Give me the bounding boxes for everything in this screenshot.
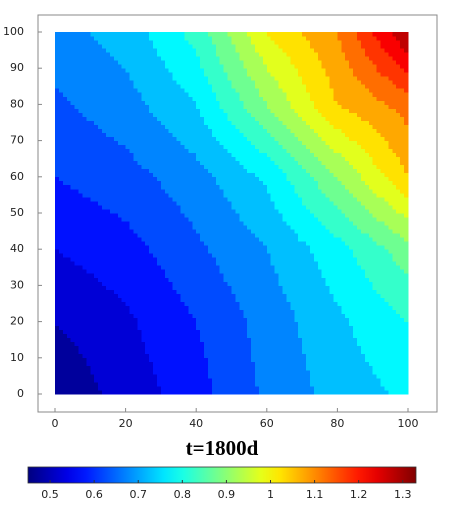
colorbar-tick-label: 0.5 [41,488,59,501]
y-tick-label: 90 [10,61,24,74]
contour-band [55,32,315,395]
contour-band [149,32,409,395]
contour-band [90,32,389,395]
contour-band [55,88,260,395]
contour-band [184,32,409,322]
contour-band [55,325,103,395]
contour-band [357,32,409,93]
colorbar [27,466,417,484]
colorbar-tick-label: 1.2 [350,488,368,501]
contour-band [392,32,409,53]
colorbar-tick-label: 0.6 [85,488,103,501]
x-tick-label: 60 [260,417,274,430]
x-tick-label: 40 [189,417,203,430]
y-tick-label: 20 [10,315,24,328]
x-tick-label: 100 [398,417,419,430]
contour-band [372,32,409,73]
contour-band [266,32,409,198]
colorbar-tick-label: 1 [267,488,274,501]
colorbar-tick-label: 1.3 [394,488,412,501]
contour-band [55,176,213,395]
y-tick-label: 40 [10,242,24,255]
x-tick-label: 80 [330,417,344,430]
y-tick-label: 60 [10,170,24,183]
colorbar-tick-label: 0.9 [218,488,236,501]
contour-fill [55,32,409,395]
y-tick-label: 80 [10,97,24,110]
y-tick-label: 70 [10,134,24,147]
contour-band [247,32,409,218]
y-tick-label: 0 [17,387,24,400]
y-tick-label: 50 [10,206,24,219]
colorbar-tick-label: 1.1 [306,488,324,501]
y-tick-label: 30 [10,278,24,291]
colorbar-tick-label: 0.8 [174,488,192,501]
contour-band [55,249,162,395]
x-tick-label: 0 [52,417,59,430]
contour-band [337,32,409,125]
x-tick-label: 20 [119,417,133,430]
chart-title: t=1800d [186,436,259,460]
y-tick-label: 10 [10,351,24,364]
contour-band [207,32,409,274]
y-tick-label: 100 [3,25,24,38]
contour-band [302,32,409,174]
colorbar-tick-label: 0.7 [129,488,147,501]
